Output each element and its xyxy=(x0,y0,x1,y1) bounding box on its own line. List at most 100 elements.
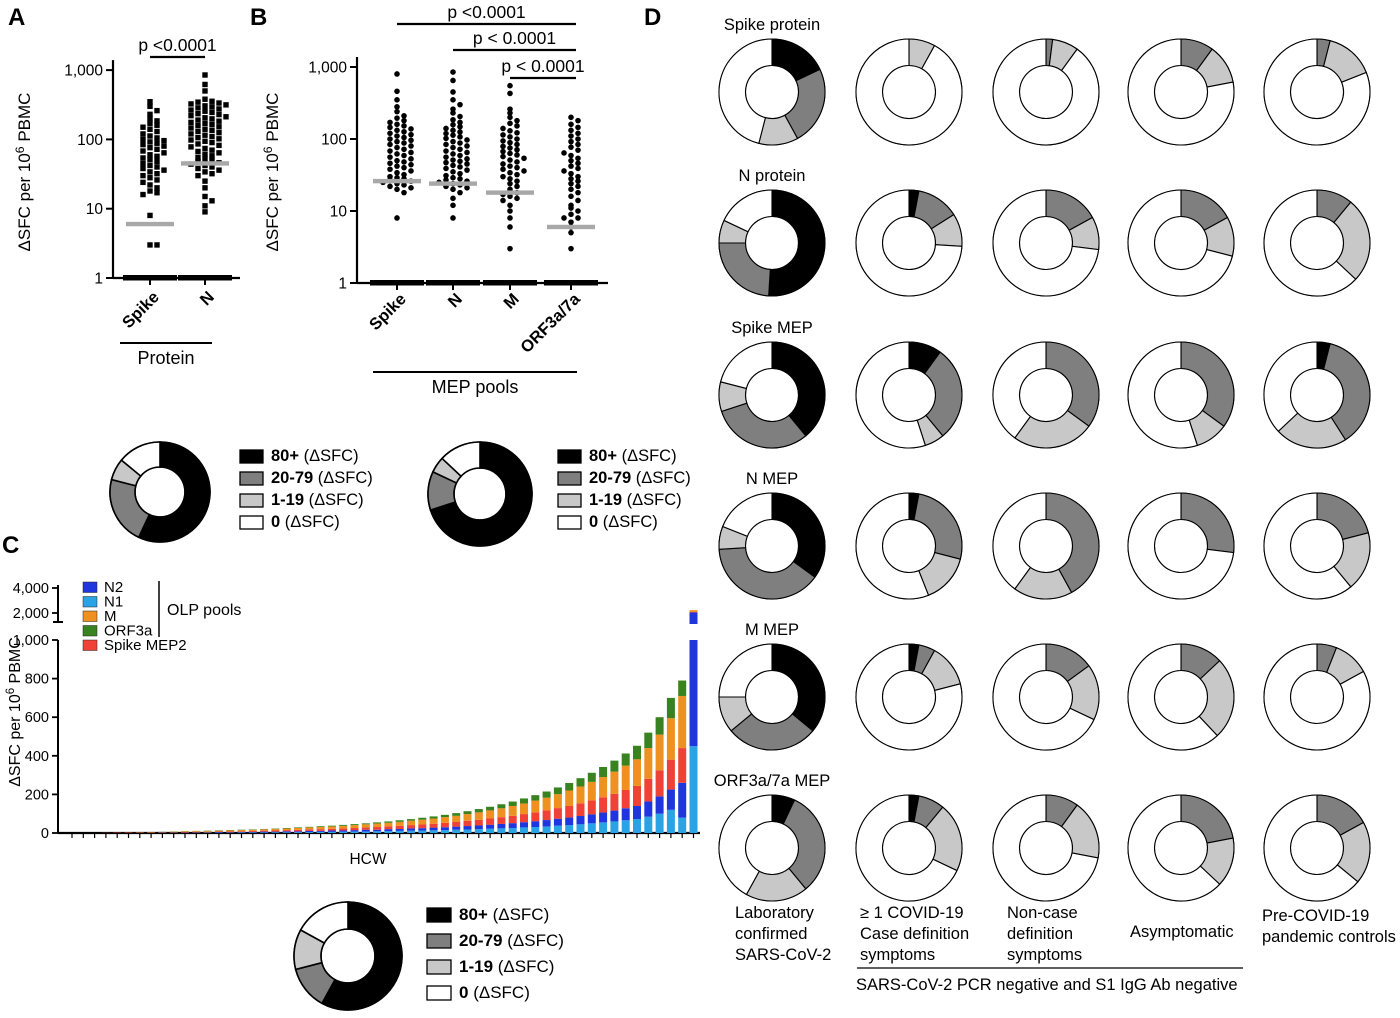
bar-segment xyxy=(226,831,235,833)
bar-segment xyxy=(655,717,664,735)
scatter-point xyxy=(147,188,153,194)
scatter-point xyxy=(195,165,201,172)
scatter-point xyxy=(387,160,393,167)
bar-segment xyxy=(655,770,664,797)
scatter-point xyxy=(394,163,400,169)
scatter-point xyxy=(507,193,513,200)
scatter-point xyxy=(202,81,208,88)
scatter-point xyxy=(443,159,449,166)
bar-segment xyxy=(474,809,483,813)
donut-segment xyxy=(855,341,927,449)
scatter-point xyxy=(507,245,513,252)
column-label: Pre-COVID-19 pandemic controls xyxy=(1262,907,1396,946)
scatter-point xyxy=(450,215,456,221)
donut-segment xyxy=(1127,794,1221,902)
x-category-label: ORF3a/7a xyxy=(517,290,584,357)
donut-b: 80+ (ΔSFC) 20-79 (ΔSFC) 1-19 (ΔSFC) 0 (ΔSFC… xyxy=(427,441,691,547)
scatter-point xyxy=(188,119,194,126)
bar-segment xyxy=(678,782,687,818)
scatter-point xyxy=(507,90,513,97)
scatter-point xyxy=(188,125,194,131)
scatter-point xyxy=(408,161,414,168)
scatter-point xyxy=(457,134,463,140)
bar-segment xyxy=(282,830,291,832)
bar-segment xyxy=(226,830,235,832)
scatter-point xyxy=(500,173,506,180)
scatter-point xyxy=(575,130,581,137)
scatter-point xyxy=(514,141,520,148)
scatter-point xyxy=(147,111,153,118)
scatter-point xyxy=(568,245,574,252)
scatter-point xyxy=(140,148,146,154)
scatter-point xyxy=(575,197,581,204)
donut-segment xyxy=(855,189,963,297)
scatter-point xyxy=(154,158,160,165)
bar-segment xyxy=(395,825,404,829)
scatter-point xyxy=(457,129,463,135)
scatter-point xyxy=(561,168,567,174)
x-category-label: N xyxy=(197,288,218,309)
scatter-point xyxy=(387,154,393,160)
bar-segment xyxy=(508,801,517,806)
scatter-point xyxy=(209,127,215,134)
legend-swatch xyxy=(557,471,582,486)
scatter-point xyxy=(408,143,414,149)
scatter-point xyxy=(209,198,215,204)
scatter-point xyxy=(568,152,574,159)
bar-segment xyxy=(452,826,461,830)
column-label: Non-case definition symptoms xyxy=(1007,904,1082,964)
scatter-point xyxy=(140,165,146,172)
scatter-point xyxy=(140,179,146,186)
bar-segment xyxy=(633,819,641,833)
bar-segment xyxy=(294,827,302,828)
scatter-point xyxy=(575,155,581,162)
scatter-point xyxy=(568,219,574,225)
scatter-point xyxy=(216,106,222,112)
bar-segment xyxy=(429,818,438,824)
donut-segment xyxy=(855,794,958,902)
bar-segment xyxy=(271,830,280,832)
bar-segment xyxy=(474,829,483,833)
scatter-point xyxy=(140,191,146,198)
scatter-point xyxy=(140,172,146,179)
scatter-point xyxy=(450,169,456,175)
bar-segment xyxy=(599,812,608,823)
bar-segment xyxy=(508,805,517,816)
scatter-point xyxy=(401,128,407,135)
bar-segment xyxy=(497,804,506,809)
scatter-point xyxy=(401,171,407,178)
p-value: p <0.0001 xyxy=(138,35,216,55)
scatter-point xyxy=(514,164,520,171)
legend-label: 80+ (ΔSFC) xyxy=(589,447,677,465)
row-label: Spike MEP xyxy=(731,319,813,337)
bar-segment xyxy=(169,831,178,833)
legend-swatch xyxy=(557,515,582,530)
bar-segment xyxy=(350,831,359,833)
group-label: Protein xyxy=(137,348,194,368)
bar-segment xyxy=(655,813,664,833)
scatter-point xyxy=(401,164,407,171)
scatter-point xyxy=(147,212,153,219)
bar-segment xyxy=(486,818,495,825)
scatter-point xyxy=(443,130,449,137)
scatter-point xyxy=(500,148,506,155)
bar-segment xyxy=(418,819,427,825)
scatter-point xyxy=(140,155,146,161)
scatter-point xyxy=(202,103,208,109)
scatter-point xyxy=(394,115,400,121)
scatter-point xyxy=(394,88,400,95)
scatter-point xyxy=(500,161,506,167)
bar-segment xyxy=(305,830,314,833)
donut-segment xyxy=(855,492,930,600)
scatter-point xyxy=(147,175,153,181)
scatter-point xyxy=(568,229,574,236)
y-tick-label: 0 xyxy=(41,826,49,842)
scatter-point xyxy=(450,106,456,112)
scatter-point xyxy=(154,185,160,191)
scatter-point xyxy=(457,140,463,146)
scatter-point xyxy=(500,166,506,173)
bar-segment xyxy=(553,794,562,809)
scatter-point xyxy=(500,153,506,160)
scatter-point xyxy=(457,176,463,182)
p-value: p < 0.0001 xyxy=(473,28,556,48)
